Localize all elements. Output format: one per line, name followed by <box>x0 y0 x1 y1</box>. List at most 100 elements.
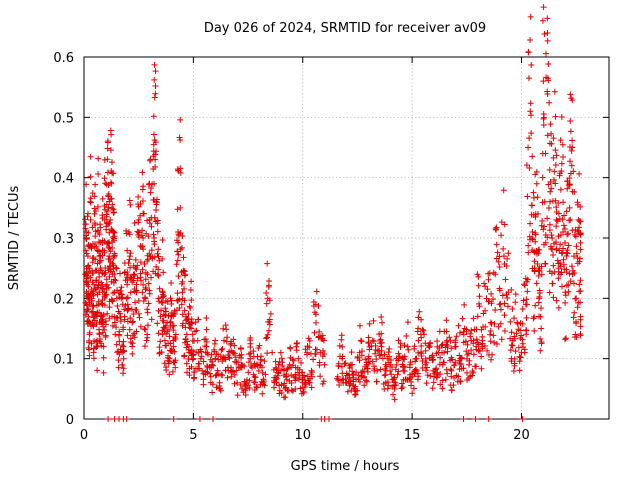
data-point <box>94 291 101 298</box>
data-point <box>391 396 398 403</box>
data-point <box>534 210 541 217</box>
data-point <box>83 250 90 257</box>
data-point <box>505 250 512 257</box>
data-point <box>87 198 94 205</box>
data-point <box>196 416 203 422</box>
data-point <box>280 366 287 373</box>
data-point <box>124 277 131 284</box>
data-point <box>475 273 482 280</box>
data-point <box>527 37 534 44</box>
data-point <box>361 382 368 389</box>
data-point <box>139 243 146 250</box>
data-point <box>89 190 96 197</box>
data-point <box>378 347 385 354</box>
data-point <box>186 303 193 310</box>
data-point <box>127 335 134 342</box>
data-point <box>178 301 185 308</box>
data-point <box>191 374 198 381</box>
data-point <box>530 189 537 196</box>
data-point <box>406 376 413 383</box>
data-point <box>96 309 103 316</box>
data-point <box>247 355 254 362</box>
data-point <box>282 384 289 391</box>
data-point <box>484 347 491 354</box>
data-point <box>152 68 159 75</box>
data-point <box>565 281 572 288</box>
data-point <box>539 217 546 224</box>
data-point <box>293 343 300 350</box>
data-point <box>548 140 555 147</box>
data-point <box>181 307 188 314</box>
data-point <box>551 88 558 95</box>
data-point <box>175 239 182 246</box>
data-point <box>525 75 532 82</box>
data-point <box>401 356 408 363</box>
data-point <box>183 369 190 376</box>
data-point <box>507 347 514 354</box>
data-point <box>158 349 165 356</box>
data-point <box>153 148 160 155</box>
data-point <box>490 332 497 339</box>
data-point <box>165 357 172 364</box>
data-point <box>577 288 584 295</box>
data-point <box>252 374 259 381</box>
data-point <box>141 261 148 268</box>
data-point <box>491 339 498 346</box>
data-point <box>109 260 116 267</box>
data-point <box>139 232 145 239</box>
data-point <box>127 201 134 208</box>
data-point <box>151 76 158 83</box>
data-point <box>381 372 388 379</box>
x-tick-label: 0 <box>80 428 88 443</box>
data-point <box>265 327 272 334</box>
data-point <box>501 328 508 335</box>
data-point <box>295 355 302 362</box>
data-point <box>555 199 562 206</box>
data-point <box>263 289 270 296</box>
data-point <box>571 189 578 196</box>
data-point <box>96 273 103 280</box>
data-point <box>219 345 226 352</box>
data-point <box>560 222 567 229</box>
data-point <box>163 364 170 371</box>
x-tick-label: 20 <box>513 428 530 443</box>
data-point <box>181 297 188 304</box>
data-point <box>105 284 112 291</box>
data-point <box>508 329 515 336</box>
data-point <box>370 317 377 324</box>
data-point <box>110 228 117 235</box>
data-point <box>553 223 560 230</box>
data-point <box>518 332 525 339</box>
data-point <box>527 108 534 115</box>
data-point <box>405 346 412 353</box>
data-point <box>401 368 408 375</box>
data-point <box>336 382 343 389</box>
data-point <box>349 368 356 375</box>
data-point <box>436 345 443 352</box>
data-point <box>142 269 149 276</box>
data-point <box>468 347 475 354</box>
data-point <box>130 271 137 278</box>
data-point <box>478 365 485 372</box>
data-point <box>238 385 245 392</box>
data-point <box>88 309 95 316</box>
data-point <box>577 332 584 339</box>
y-tick-label: 0.5 <box>53 111 74 126</box>
data-point <box>547 188 554 195</box>
data-point <box>527 13 534 20</box>
data-point <box>300 389 307 396</box>
data-point <box>540 78 547 85</box>
data-point <box>96 231 103 238</box>
data-point <box>544 90 551 97</box>
data-point <box>548 270 555 277</box>
x-tick-label: 5 <box>189 428 197 443</box>
data-point <box>104 310 111 317</box>
data-point <box>344 388 351 395</box>
data-point <box>348 349 355 356</box>
data-point <box>118 284 125 291</box>
data-point <box>141 294 148 301</box>
data-point <box>501 300 508 307</box>
data-point <box>537 347 544 354</box>
data-point <box>203 326 210 333</box>
data-point <box>310 356 317 363</box>
